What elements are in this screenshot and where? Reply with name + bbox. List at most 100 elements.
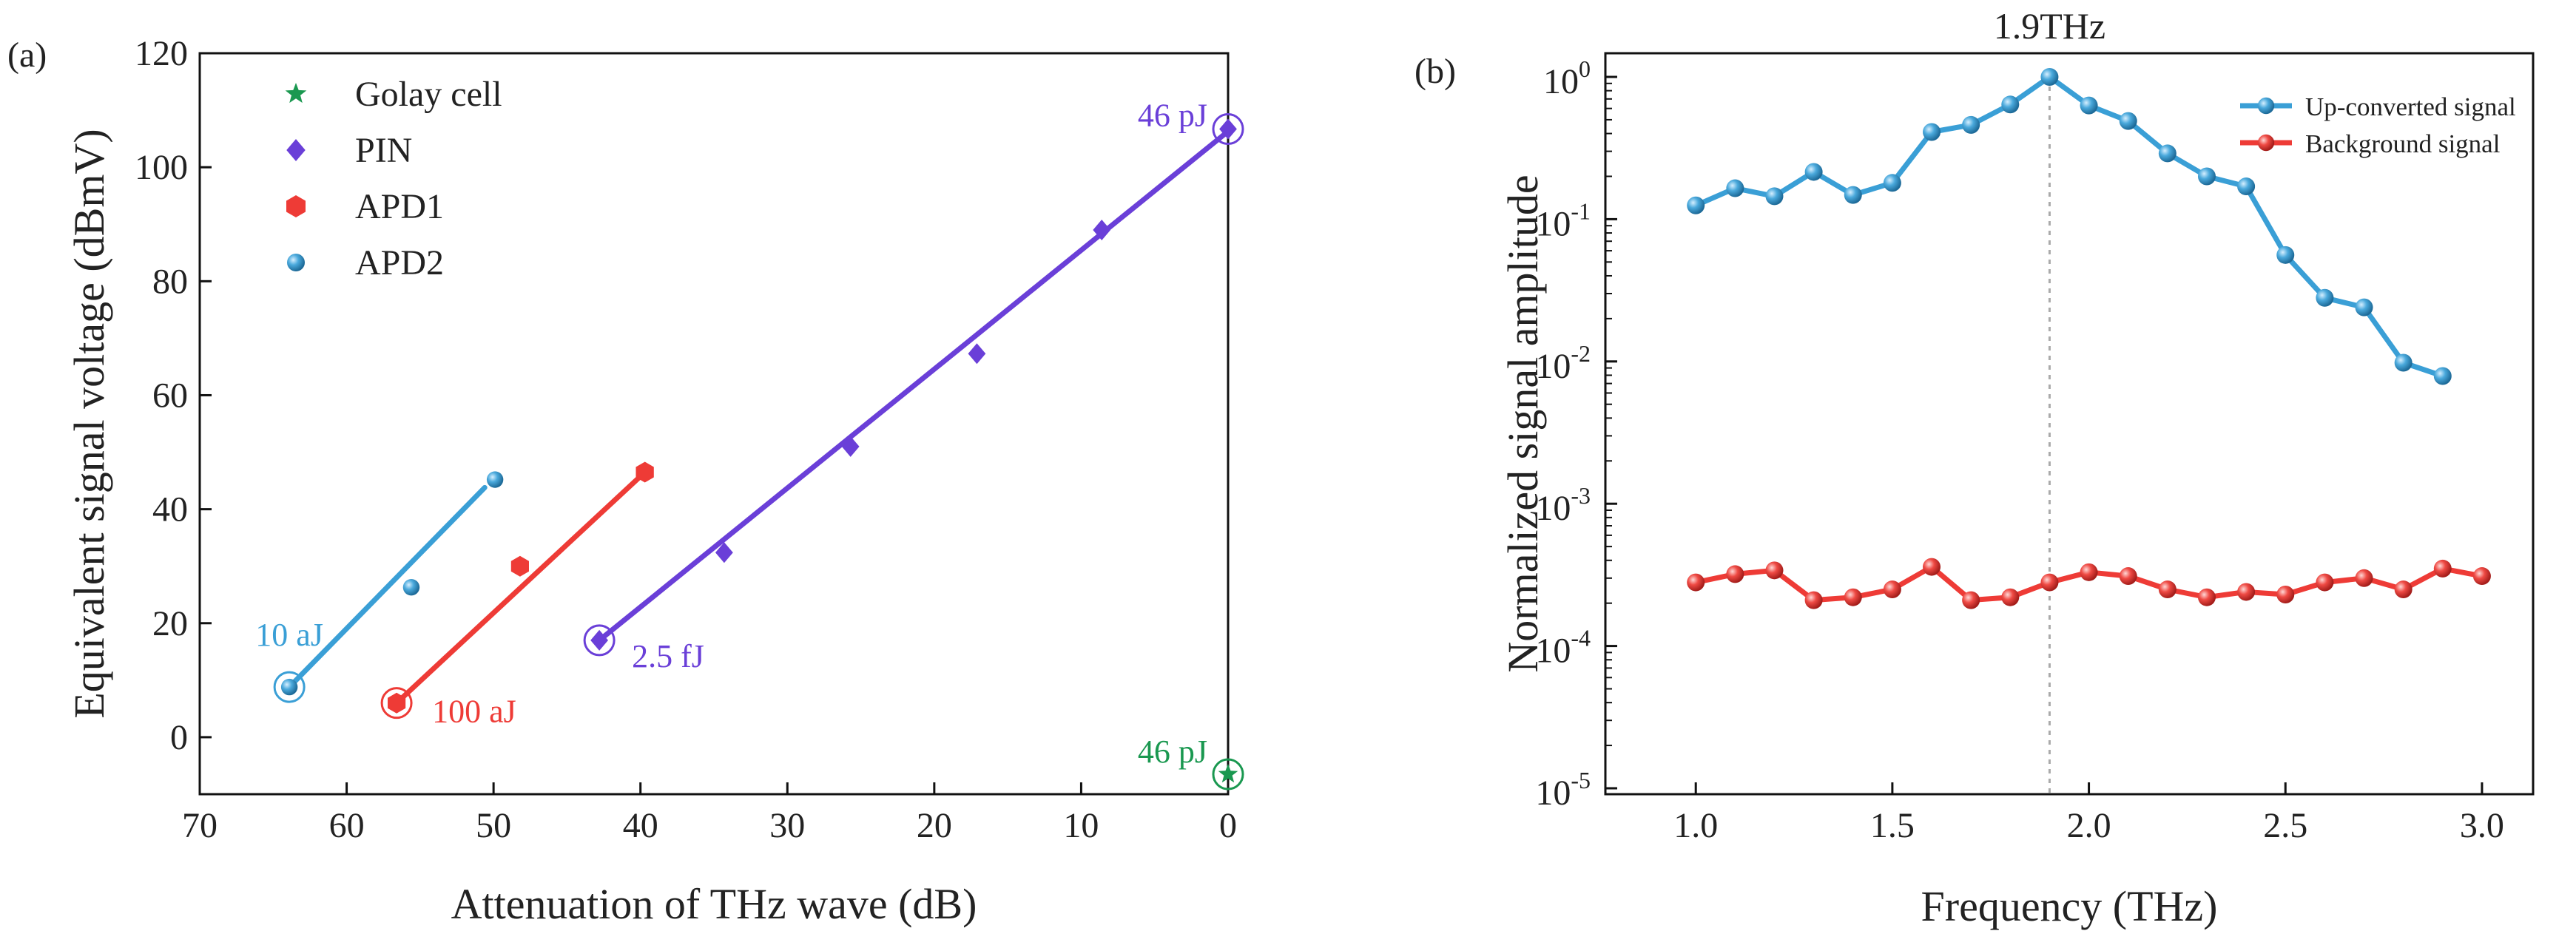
legend-marker-pin bbox=[286, 139, 306, 161]
highlight-ring bbox=[1212, 758, 1244, 790]
panel-b-legend: Up-converted signal Background signal bbox=[2240, 92, 2516, 158]
y-tick-exponent: -4 bbox=[1571, 625, 1591, 651]
up-converted-signal-point bbox=[2040, 68, 2059, 86]
golay-cell-point bbox=[1218, 764, 1238, 783]
y-tick-exponent: -2 bbox=[1571, 340, 1591, 367]
up-converted-signal-point bbox=[1923, 123, 1941, 141]
y-tick-label: 10-5 bbox=[1535, 767, 1591, 813]
up-converted-signal-point bbox=[2237, 177, 2256, 196]
y-tick-label: 60 bbox=[152, 376, 188, 415]
annotation-2-5-fj: 2.5 fJ bbox=[632, 638, 704, 674]
legend-label-apd2: APD2 bbox=[355, 243, 444, 282]
up-converted-signal-point bbox=[1962, 115, 1980, 134]
apd1-point bbox=[388, 692, 406, 714]
y-tick-label: 20 bbox=[152, 604, 188, 643]
up-converted-signal-point bbox=[2394, 353, 2413, 372]
background-signal-point bbox=[2001, 588, 2020, 606]
y-tick-base: 10 bbox=[1535, 632, 1571, 671]
y-tick-base: 10 bbox=[1535, 347, 1571, 386]
background-signal-point bbox=[1804, 591, 1823, 609]
background-signal-point bbox=[2197, 588, 2216, 606]
apd1-point bbox=[510, 555, 529, 577]
background-signal-point bbox=[2316, 573, 2334, 592]
up-converted-signal-line bbox=[1694, 74, 2444, 379]
background-signal-point bbox=[2394, 580, 2413, 599]
up-converted-signal-point bbox=[1726, 179, 1744, 197]
panel-b-label: (b) bbox=[1415, 52, 1456, 91]
reference-line-label: 1.9THz bbox=[1994, 5, 2105, 47]
apd1-point bbox=[635, 461, 654, 483]
background-signal-point bbox=[1687, 573, 1705, 592]
background-signal-point bbox=[2355, 569, 2373, 587]
background-signal-point bbox=[2237, 583, 2256, 601]
up-converted-signal-point bbox=[2355, 298, 2373, 316]
highlight-ring bbox=[1212, 113, 1244, 146]
panel-a-legend: Golay cell PIN APD1 APD2 bbox=[285, 75, 502, 282]
y-tick-base: 10 bbox=[1535, 204, 1571, 243]
panel-b-x-axis: 1.0 1.5 2.0 2.5 3.0 bbox=[1673, 782, 2504, 845]
panel-b-series bbox=[1687, 68, 2491, 609]
y-tick-label: 10-1 bbox=[1535, 197, 1591, 243]
up-converted-signal-point bbox=[2158, 144, 2177, 163]
annotation-46-pj: 46 pJ bbox=[1138, 734, 1207, 770]
pin-point bbox=[968, 343, 986, 365]
y-tick-label: 10-4 bbox=[1535, 625, 1591, 671]
y-tick-label: 100 bbox=[1543, 55, 1591, 101]
y-tick-label: 40 bbox=[152, 490, 188, 529]
apd2-point bbox=[402, 579, 420, 596]
legend-label-background-signal: Background signal bbox=[2305, 129, 2501, 158]
up-converted-signal-point bbox=[1844, 186, 1862, 204]
background-signal-point bbox=[2119, 567, 2137, 586]
background-signal-point bbox=[1883, 580, 1901, 599]
annotation-100-aj: 100 aJ bbox=[432, 694, 516, 730]
pin-point bbox=[1219, 118, 1237, 140]
panel-a-x-axis-title: Attenuation of THz wave (dB) bbox=[451, 880, 977, 928]
panel-b-frame bbox=[1604, 52, 2535, 796]
up-converted-signal-point bbox=[2001, 95, 2020, 114]
x-tick-label: 3.0 bbox=[2460, 806, 2504, 845]
y-tick-label: 10-3 bbox=[1535, 482, 1591, 528]
panel-b-y-axis-title: Normalized signal amplitude bbox=[1499, 175, 1547, 672]
panel-b: (b) 1.9THz 1.0 1.5 2.0 2.5 3.0 10-510-410-31… bbox=[1415, 5, 2535, 930]
panel-a-label: (a) bbox=[7, 35, 47, 75]
x-tick-label: 20 bbox=[917, 806, 952, 845]
up-converted-signal-point bbox=[2119, 112, 2137, 130]
up-converted-signal-point bbox=[2433, 367, 2452, 385]
background-signal-point bbox=[2433, 559, 2452, 578]
x-tick-label: 1.0 bbox=[1673, 806, 1718, 845]
y-tick-base: 10 bbox=[1535, 489, 1571, 528]
panel-a-fit-lines bbox=[286, 129, 1231, 706]
x-tick-label: 30 bbox=[769, 806, 805, 845]
legend-label-pin: PIN bbox=[355, 131, 412, 170]
x-tick-label: 10 bbox=[1063, 806, 1099, 845]
panel-a-x-axis: 70 60 50 40 30 20 10 0 bbox=[182, 782, 1237, 845]
x-tick-label: 1.5 bbox=[1870, 806, 1915, 845]
up-converted-signal-point bbox=[2197, 167, 2216, 186]
pin-point bbox=[715, 542, 733, 563]
background-signal-point bbox=[1923, 558, 1941, 576]
y-tick-label: 0 bbox=[170, 718, 188, 757]
up-converted-signal-point bbox=[2080, 96, 2098, 115]
background-signal-point bbox=[2472, 567, 2491, 586]
apd2-point bbox=[280, 678, 298, 696]
up-converted-signal-point bbox=[1765, 187, 1784, 206]
legend-marker-apd1 bbox=[286, 195, 306, 217]
x-tick-label: 50 bbox=[476, 806, 511, 845]
x-tick-label: 2.0 bbox=[2067, 806, 2111, 845]
legend-marker-golay-cell bbox=[285, 83, 307, 104]
background-signal-point bbox=[2040, 573, 2059, 592]
apd2-point bbox=[486, 471, 504, 488]
background-signal-point bbox=[1726, 565, 1744, 583]
up-converted-signal-point bbox=[1687, 196, 1705, 214]
highlight-ring bbox=[380, 687, 413, 720]
background-signal-point bbox=[2276, 586, 2295, 604]
pin-fit-line bbox=[596, 129, 1231, 643]
up-converted-signal-point bbox=[1883, 174, 1901, 192]
y-tick-label: 80 bbox=[152, 262, 188, 301]
highlight-ring bbox=[583, 624, 616, 657]
background-signal-point bbox=[2158, 580, 2177, 599]
background-signal-point bbox=[1765, 561, 1784, 580]
x-tick-label: 0 bbox=[1219, 806, 1237, 845]
